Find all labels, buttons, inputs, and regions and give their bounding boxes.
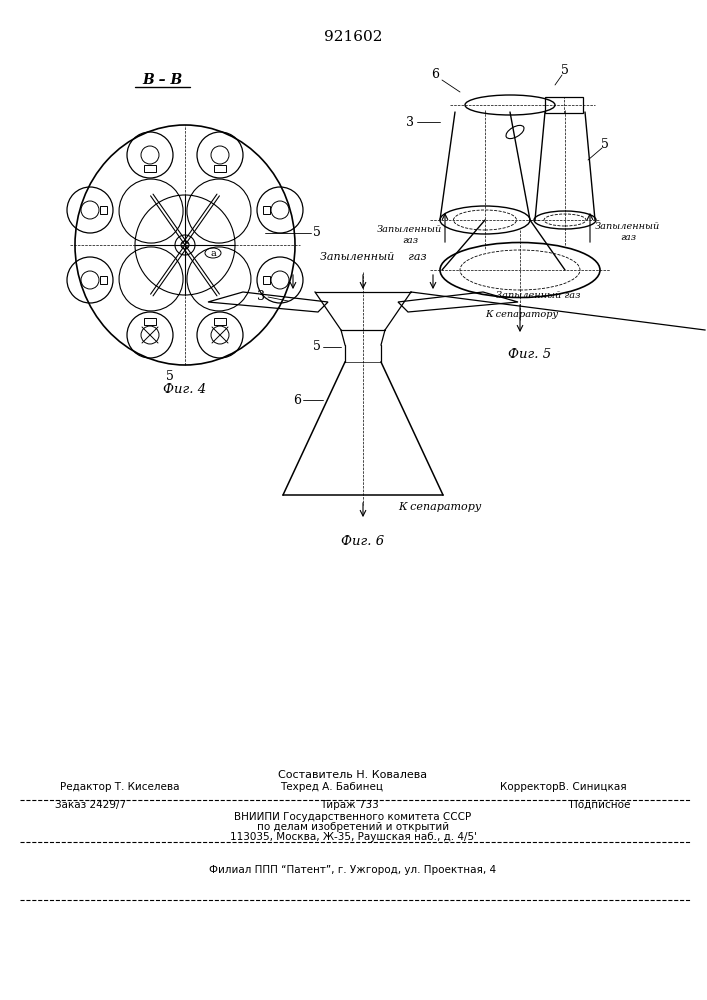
Text: Запыленный    газ: Запыленный газ: [320, 252, 426, 262]
Text: Филиал ППП “Патент”, г. Ужгород, ул. Проектная, 4: Филиал ППП “Патент”, г. Ужгород, ул. Про…: [209, 865, 496, 875]
Bar: [263, 276, 270, 284]
Text: 6: 6: [431, 68, 439, 82]
Text: 921602: 921602: [324, 30, 382, 44]
Text: Техред А. Бабинец: Техред А. Бабинец: [280, 782, 383, 792]
Text: 5: 5: [313, 340, 321, 354]
Text: a: a: [210, 248, 216, 257]
Text: 3: 3: [257, 290, 265, 304]
Text: Подписное: Подписное: [570, 800, 631, 810]
Bar: [100, 276, 107, 284]
Text: Запыленный
газ: Запыленный газ: [595, 222, 660, 242]
Text: 113035, Москва, Ж-35, Раушская наб., д. 4/5': 113035, Москва, Ж-35, Раушская наб., д. …: [230, 832, 477, 842]
Bar: [144, 165, 156, 172]
Text: ВНИИПИ Государственного комитета СССР: ВНИИПИ Государственного комитета СССР: [235, 812, 472, 822]
Text: Тираж 733: Тираж 733: [320, 800, 379, 810]
Text: Фиг. 5: Фиг. 5: [508, 348, 551, 361]
Text: КорректорВ. Синицкая: КорректорВ. Синицкая: [500, 782, 626, 792]
Text: 5: 5: [561, 64, 569, 77]
Text: по делам изобретений и открытий: по делам изобретений и открытий: [257, 822, 449, 832]
Bar: [545, 97, 583, 113]
Text: Заказ 2429/7: Заказ 2429/7: [55, 800, 126, 810]
Text: 5: 5: [166, 370, 174, 383]
Bar: [214, 165, 226, 172]
Text: Запыленный газ: Запыленный газ: [496, 290, 580, 300]
Text: К сепаратору: К сепаратору: [398, 502, 481, 512]
Text: 6: 6: [293, 393, 301, 406]
Bar: [144, 318, 156, 325]
Text: В – В: В – В: [142, 73, 182, 87]
Text: Составитель Н. Ковалева: Составитель Н. Ковалева: [279, 770, 428, 780]
Text: 5: 5: [601, 138, 609, 151]
Bar: [263, 206, 270, 214]
Text: К сепаратору: К сепаратору: [486, 310, 559, 319]
Bar: [100, 206, 107, 214]
Text: 3: 3: [406, 115, 414, 128]
Text: Редактор Т. Киселева: Редактор Т. Киселева: [60, 782, 180, 792]
Text: Фиг. 6: Фиг. 6: [341, 535, 385, 548]
Text: Фиг. 4: Фиг. 4: [163, 383, 206, 396]
Bar: [214, 318, 226, 325]
Text: Запыленный
газ: Запыленный газ: [378, 225, 443, 245]
Text: 5: 5: [313, 227, 321, 239]
